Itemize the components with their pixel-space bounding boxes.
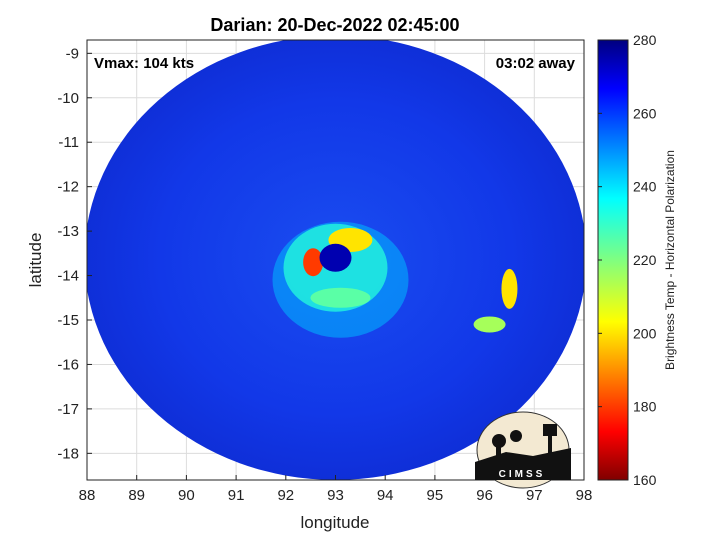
y-tick-label: -13 (57, 223, 79, 240)
x-tick-label: 97 (526, 487, 543, 504)
chart-title: Darian: 20-Dec-2022 02:45:00 (210, 15, 459, 35)
time-offset-annotation: 03:02 away (496, 55, 576, 72)
colorbar-tick-label: 180 (633, 399, 657, 415)
y-tick-label: -14 (57, 268, 79, 285)
colorbar-ticks: 160 180 200 220 240 260 280 (598, 32, 657, 488)
x-tick-label: 98 (576, 487, 593, 504)
feature-inner-ring (310, 287, 371, 308)
y-tick-label: -18 (57, 445, 79, 462)
x-axis-label: longitude (300, 513, 369, 532)
y-ticks: -9 -10 -11 -12 -13 -14 -15 -16 -17 -18 (57, 45, 92, 462)
x-tick-label: 93 (327, 487, 344, 504)
vmax-annotation: Vmax: 104 kts (94, 55, 194, 72)
colorbar-label: Brightness Temp - Horizontal Polarizatio… (663, 150, 677, 370)
cimss-logo: CIMSS (475, 411, 571, 489)
y-axis-label: latitude (26, 233, 45, 288)
x-tick-label: 89 (128, 487, 145, 504)
x-tick-label: 92 (277, 487, 294, 504)
colorbar-tick-label: 240 (633, 179, 657, 195)
colorbar-tick-label: 220 (633, 252, 657, 268)
feature-eyewall-west (303, 248, 324, 277)
logo-text: CIMSS (499, 469, 546, 480)
feature-rainband-southeast (473, 316, 506, 333)
x-tick-label: 95 (427, 487, 444, 504)
y-tick-label: -12 (57, 179, 79, 196)
colorbar-tick-label: 160 (633, 472, 657, 488)
x-tick-label: 94 (377, 487, 394, 504)
y-tick-label: -9 (66, 45, 79, 62)
y-tick-label: -17 (57, 401, 79, 418)
colorbar-tick-label: 280 (633, 32, 657, 48)
feature-rainband-east (501, 268, 518, 309)
y-tick-label: -11 (58, 134, 79, 151)
x-tick-label: 91 (228, 487, 245, 504)
colorbar-tick-label: 260 (633, 105, 657, 121)
y-tick-label: -15 (57, 312, 79, 329)
water-tower-icon (543, 424, 557, 436)
feature-eye (319, 243, 352, 272)
colorbar-tick-label: 200 (633, 325, 657, 341)
x-tick-label: 88 (79, 487, 96, 504)
y-tick-label: -16 (57, 356, 79, 373)
feature-marks (272, 221, 518, 338)
x-tick-label: 90 (178, 487, 195, 504)
x-ticks: 88 89 90 91 92 93 94 95 96 97 98 (79, 475, 593, 504)
x-tick-label: 96 (476, 487, 493, 504)
radar-dome-icon (510, 430, 522, 442)
colorbar (597, 39, 629, 481)
satellite-dish-icon (492, 434, 506, 448)
y-tick-label: -10 (57, 90, 79, 107)
